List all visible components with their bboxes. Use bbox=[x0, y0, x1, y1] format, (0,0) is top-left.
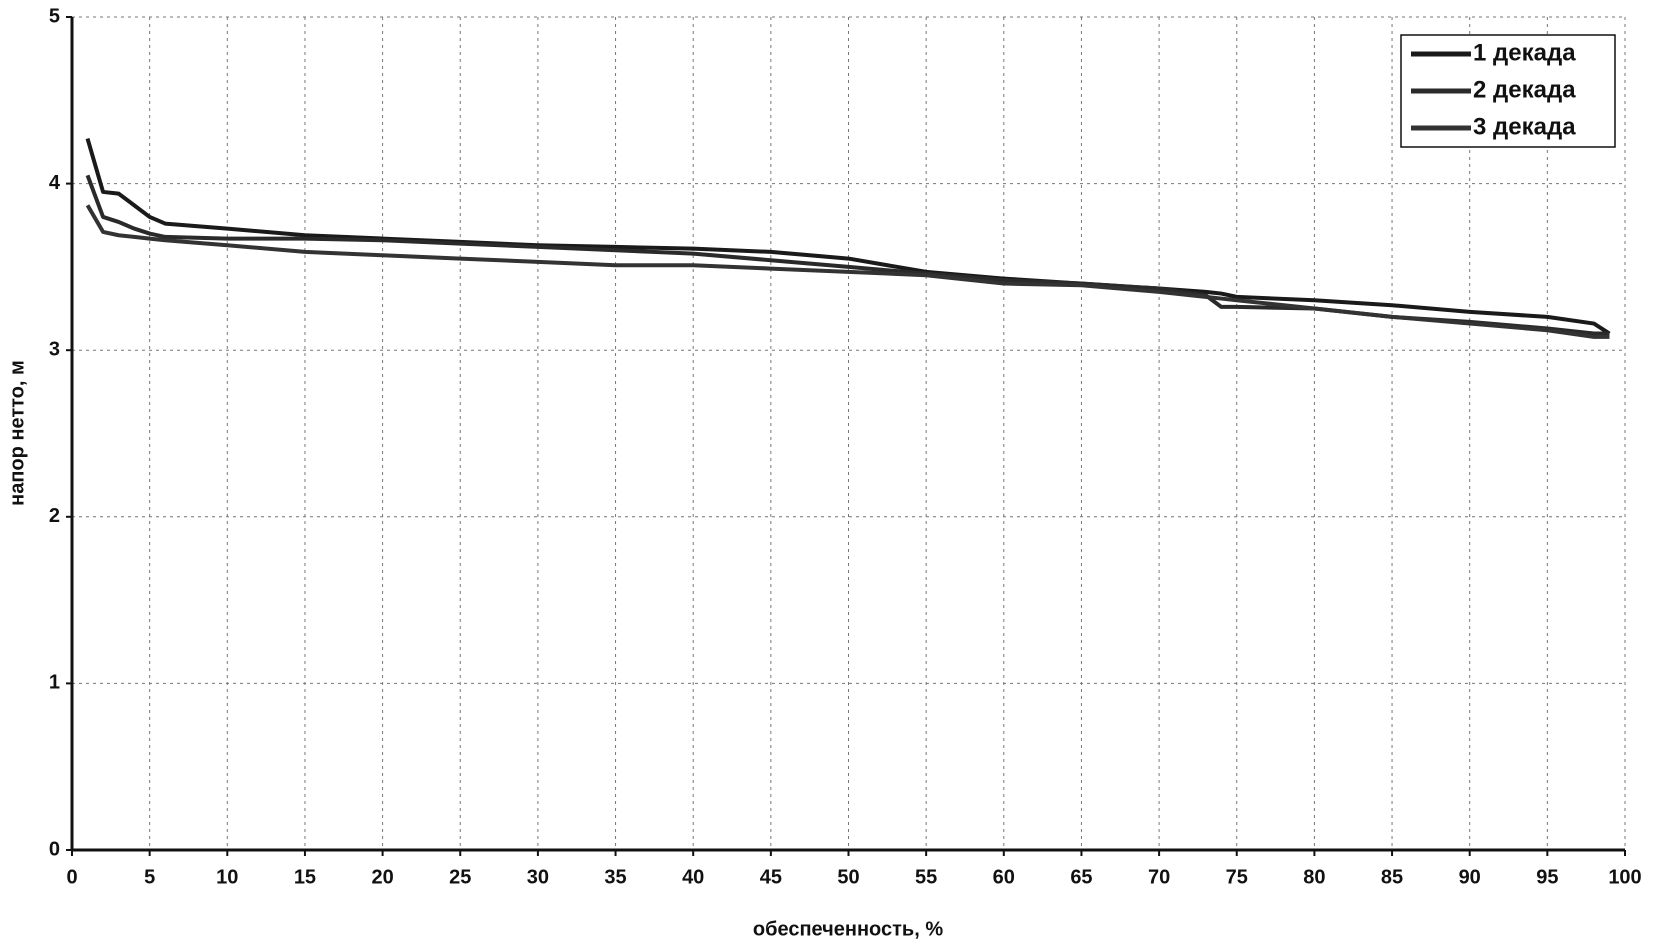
x-tick-label: 10 bbox=[216, 866, 238, 888]
x-tick-label: 40 bbox=[682, 866, 704, 888]
x-tick-label: 30 bbox=[527, 866, 549, 888]
x-tick-label: 55 bbox=[915, 866, 937, 888]
legend-label: 1 декада bbox=[1473, 39, 1576, 66]
x-tick-label: 5 bbox=[144, 866, 155, 888]
x-tick-label: 0 bbox=[66, 866, 77, 888]
x-tick-label: 45 bbox=[760, 866, 782, 888]
line-series bbox=[85, 204, 1610, 339]
line-series bbox=[85, 138, 1611, 336]
x-tick-label: 95 bbox=[1536, 866, 1558, 888]
x-tick-label: 25 bbox=[449, 866, 471, 888]
x-tick-label: 85 bbox=[1381, 866, 1403, 888]
y-tick-label: 5 bbox=[49, 5, 60, 27]
y-tick-label: 4 bbox=[49, 172, 61, 194]
x-tick-label: 50 bbox=[837, 866, 859, 888]
x-tick-label: 60 bbox=[993, 866, 1015, 888]
x-tick-label: 90 bbox=[1459, 866, 1481, 888]
legend-label: 2 декада bbox=[1473, 76, 1576, 103]
x-tick-label: 65 bbox=[1070, 866, 1092, 888]
y-axis-label: напор нетто, м bbox=[6, 360, 28, 506]
y-tick-label: 1 bbox=[49, 672, 60, 694]
y-tick-label: 0 bbox=[49, 838, 60, 860]
x-tick-label: 70 bbox=[1148, 866, 1170, 888]
x-tick-label: 35 bbox=[604, 866, 626, 888]
x-tick-label: 15 bbox=[294, 866, 316, 888]
x-tick-label: 80 bbox=[1303, 866, 1325, 888]
x-tick-label: 20 bbox=[371, 866, 393, 888]
x-tick-label: 100 bbox=[1608, 866, 1641, 888]
y-tick-label: 2 bbox=[49, 505, 60, 527]
y-tick-label: 3 bbox=[49, 338, 60, 360]
x-axis-label: обеспеченность, % bbox=[753, 918, 943, 940]
x-tick-label: 75 bbox=[1226, 866, 1248, 888]
legend-label: 3 декада bbox=[1473, 113, 1576, 140]
